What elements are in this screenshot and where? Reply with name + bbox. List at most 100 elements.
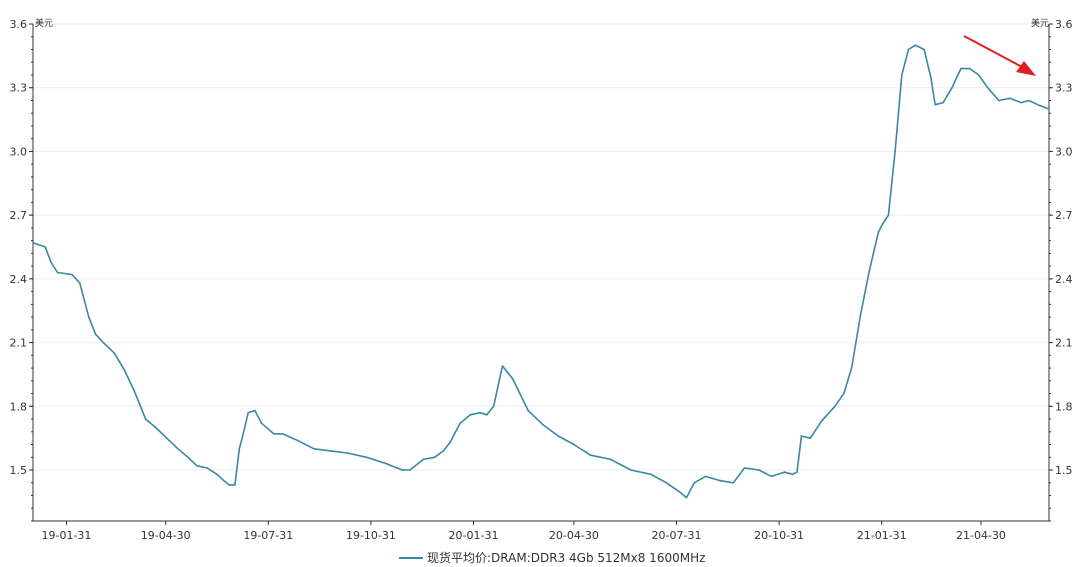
x-tick-label: 21-01-31 [857,529,907,542]
data-point [796,471,798,473]
data-point [260,422,263,425]
x-tick-label: 20-01-31 [449,529,499,542]
data-point [102,341,105,344]
data-point [44,246,47,248]
y-tick-label-left: 3.6 [10,18,28,31]
data-point [557,435,560,437]
data-point [951,86,953,89]
data-point [977,74,980,76]
data-point [216,473,218,476]
y-tick-label-left: 3.0 [10,145,28,158]
data-point [442,450,445,452]
data-point [573,443,575,446]
y-tick-label-left: 2.1 [10,337,28,350]
right-axis-unit: 美元 [1031,17,1049,29]
data-point [501,365,504,367]
data-point [758,469,760,471]
data-point [486,414,488,416]
data-point [609,458,612,461]
data-point [459,422,461,425]
data-point [809,437,812,440]
data-point [650,473,652,476]
data-point [665,482,668,484]
y-tick-label-right: 1.5 [1055,464,1073,477]
data-point [228,484,231,486]
data-point [907,48,910,51]
data-point [196,465,198,467]
arrow-shaft [963,35,1025,69]
data-point [843,392,845,395]
y-tick-label-left: 1.5 [10,464,28,477]
data-point [677,490,680,493]
x-tick-label: 20-10-31 [754,529,804,542]
data-point [543,424,545,427]
data-point [834,405,836,408]
y-tick-label-left: 3.3 [10,82,28,95]
data-point [449,441,451,444]
y-tick-label-right: 1.8 [1055,400,1073,413]
x-tick-label: 20-04-30 [549,529,599,542]
data-point [32,242,34,244]
y-tick-label-right: 2.4 [1055,273,1073,286]
data-point [469,414,472,416]
data-point [50,261,52,263]
data-point [422,458,425,461]
data-point [144,418,147,420]
axes [32,24,1050,522]
trend-arrow-annotation [963,35,1036,76]
data-point [222,479,225,482]
data-point [1028,99,1030,102]
y-tick-label-right: 2.7 [1055,209,1073,222]
y-tick-label-right: 3.3 [1055,82,1073,95]
data-point [934,103,936,106]
data-point [511,377,514,380]
data-point [882,222,884,225]
data-point [123,369,126,372]
left-axis-unit: 美元 [35,17,53,29]
ticks: 1.5 1.5 1.8 1.8 2.1 2.1 2.4 2.4 2.7 2.7 3.0 3.0 3.3 3… [10,18,1073,542]
grid [33,23,1049,471]
data-point [868,269,871,272]
data-point [282,433,284,435]
data-point [71,273,73,276]
data-point [113,352,116,355]
data-point [409,469,411,471]
data-point [1020,101,1022,104]
data-point [877,231,880,233]
data-point [238,448,241,450]
data-point [365,456,368,459]
data-point [901,74,903,76]
data-point [385,462,388,465]
arrow-head [1016,61,1036,76]
series-area [32,44,1050,499]
series-line [32,44,1050,499]
y-tick-label-right: 3.6 [1055,18,1073,31]
data-point [894,150,896,153]
legend[interactable]: 现货平均价:DRAM:DDR3 4Gb 512Mx8 1600MHz [399,550,705,565]
data-point [998,99,1000,102]
data-point [346,452,349,454]
x-tick-label: 21-04-30 [956,529,1006,542]
data-point [1037,103,1039,106]
data-point [527,409,529,412]
data-point [960,67,962,70]
data-point [630,469,632,471]
y-tick-label-right: 3.0 [1055,145,1073,158]
data-point [693,482,696,484]
data-point [589,454,592,457]
data-point [791,473,794,476]
data-point [800,435,803,437]
x-tick-label: 19-07-31 [243,529,293,542]
y-tick-label-right: 2.1 [1055,337,1073,350]
data-point [859,314,862,316]
data-point [94,333,97,335]
data-point [685,496,688,499]
data-point [743,467,746,469]
data-point [930,76,932,78]
data-point [313,448,315,450]
data-point [923,48,925,51]
data-point [887,214,890,216]
x-tick-label: 19-04-30 [141,529,191,542]
data-point [492,405,495,408]
data-point [56,271,59,274]
